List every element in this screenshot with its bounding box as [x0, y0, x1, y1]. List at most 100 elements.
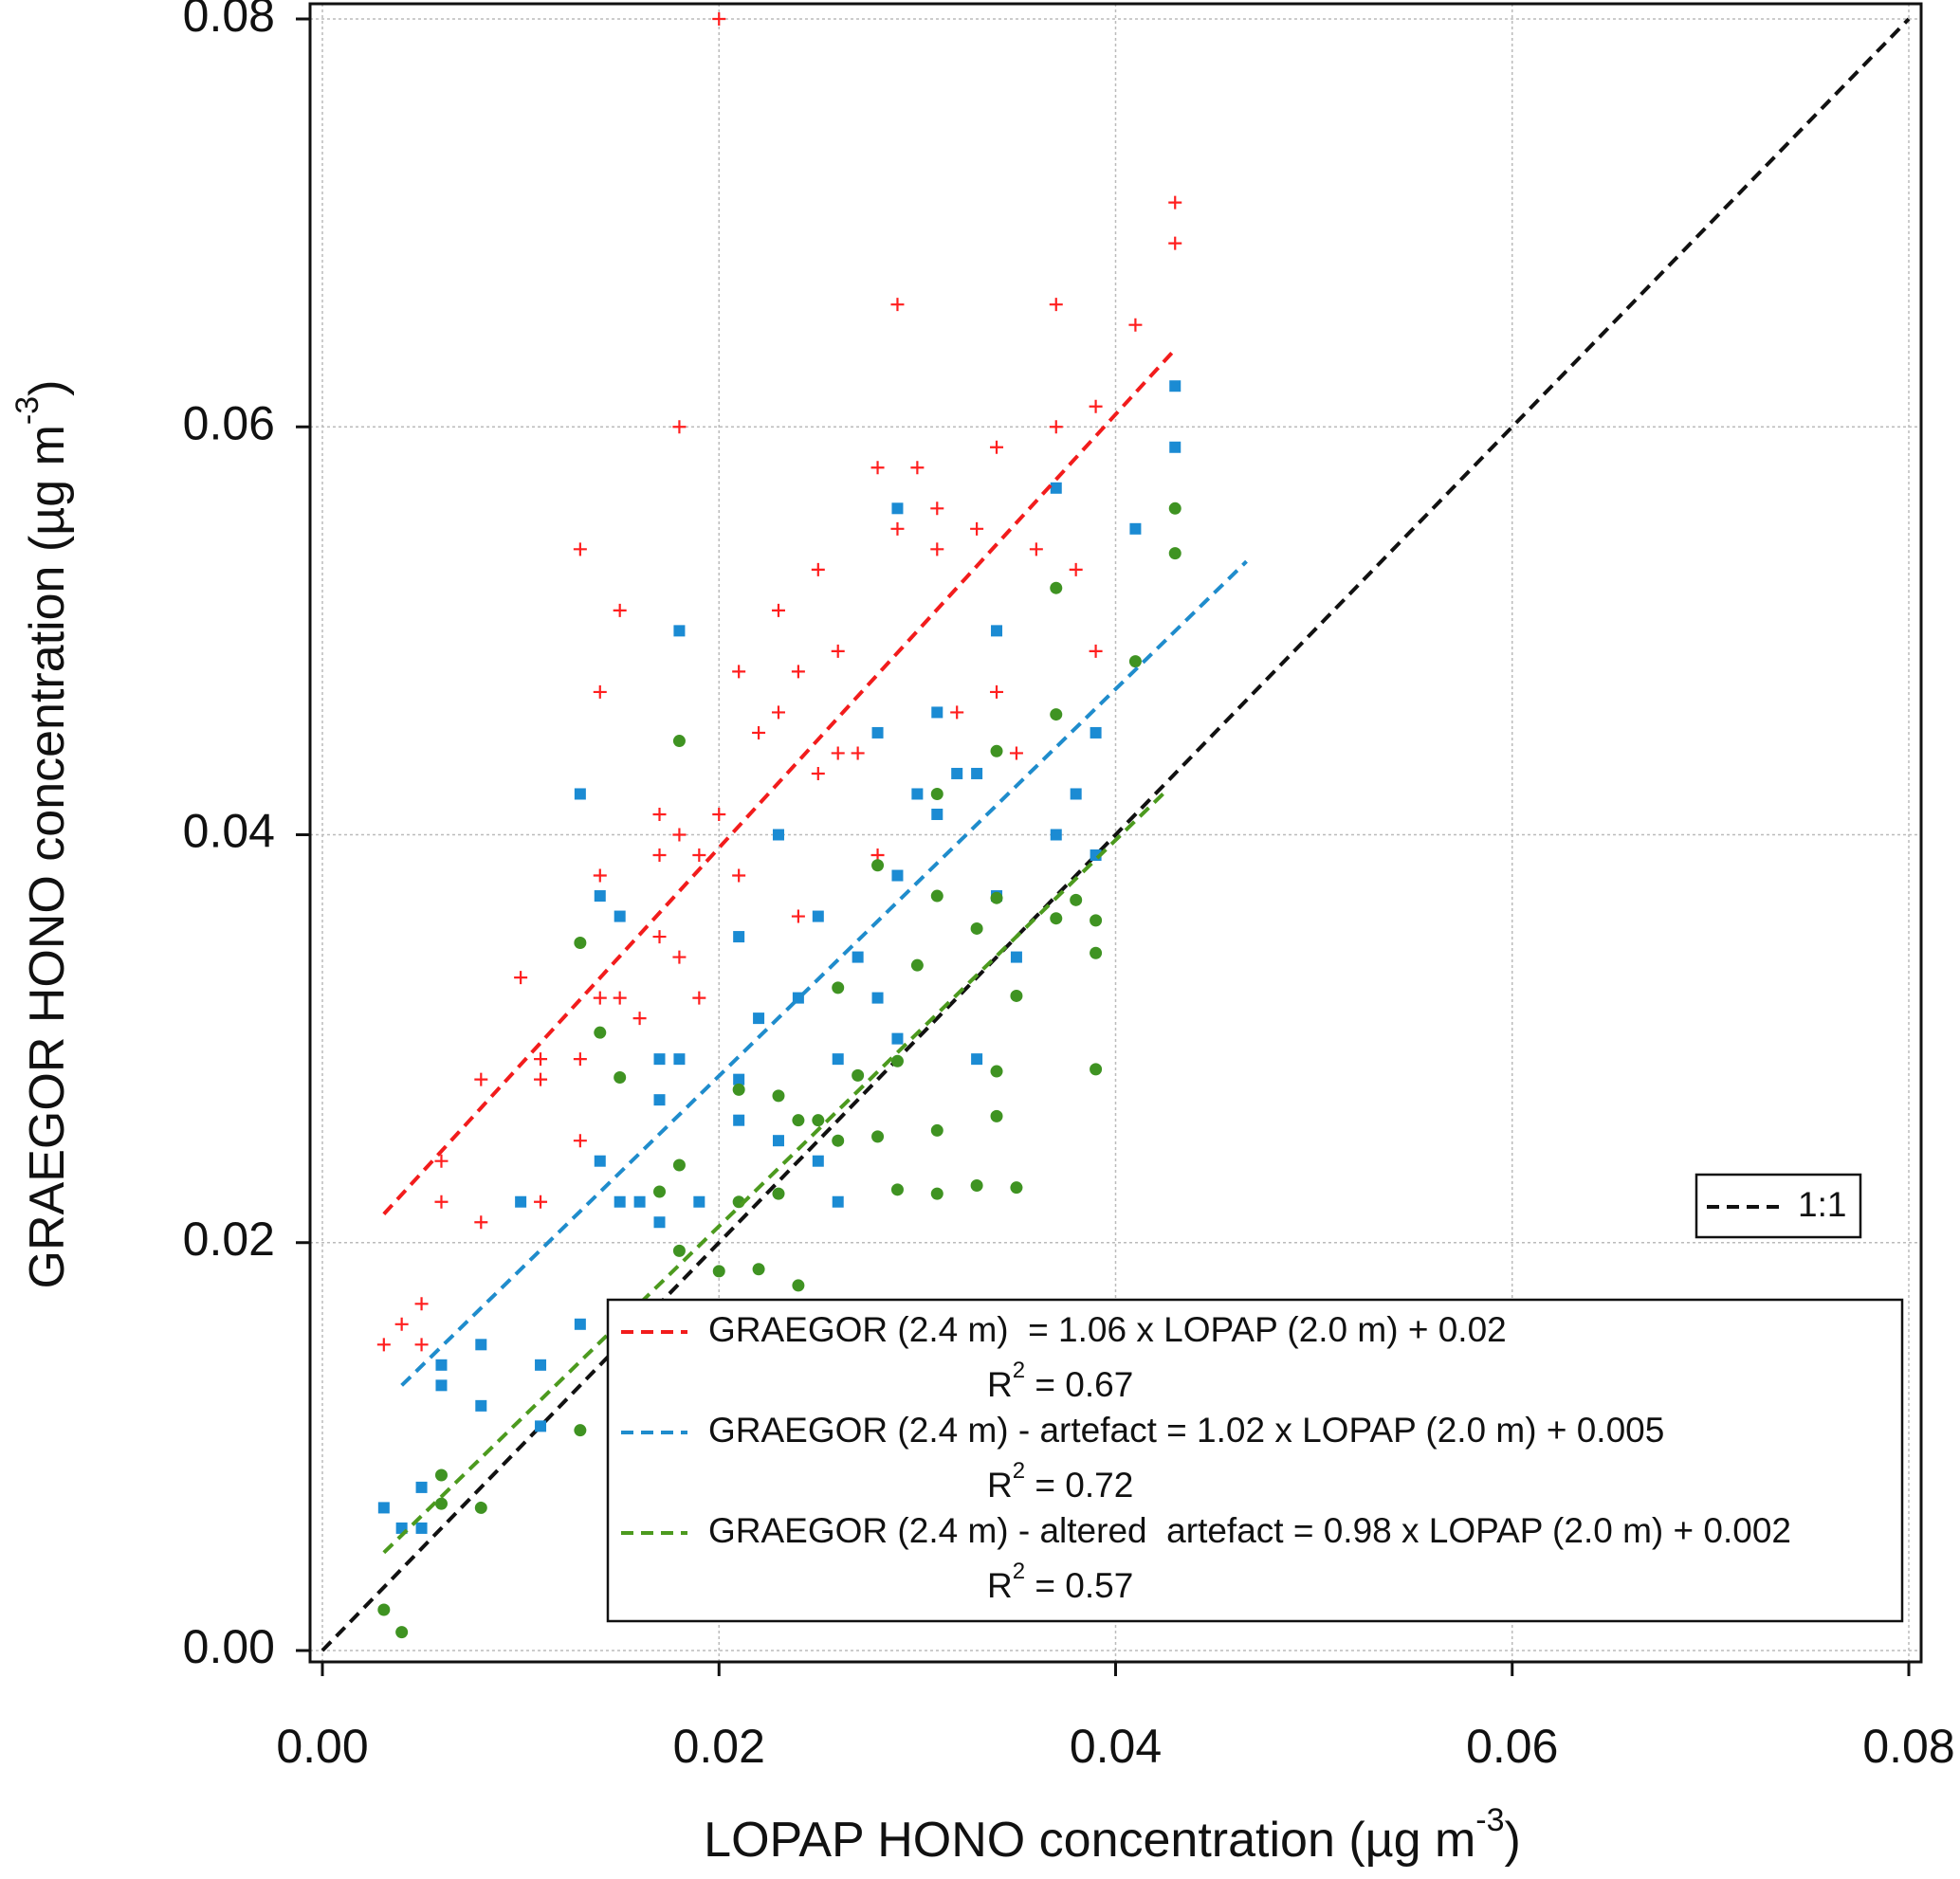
point: [970, 921, 983, 935]
point: [613, 991, 627, 1005]
point: [792, 1279, 805, 1292]
point: [791, 909, 805, 923]
point: [1129, 522, 1142, 535]
point: [395, 1626, 409, 1639]
point: [614, 1070, 627, 1084]
legend-label: 1:1: [1798, 1185, 1846, 1224]
point: [891, 1032, 904, 1045]
point: [1090, 914, 1103, 927]
point: [672, 828, 687, 842]
point: [414, 1297, 429, 1311]
point: [535, 1420, 547, 1432]
point: [1070, 893, 1083, 906]
point: [653, 1185, 667, 1198]
point: [1050, 708, 1063, 721]
point: [1168, 195, 1182, 210]
point: [753, 1012, 765, 1025]
point: [1169, 380, 1181, 392]
point: [594, 1155, 606, 1167]
point: [812, 1155, 824, 1167]
point: [1050, 482, 1062, 494]
point: [574, 937, 587, 950]
point: [852, 1068, 865, 1082]
point: [1089, 399, 1103, 413]
point: [673, 625, 686, 637]
point: [692, 991, 706, 1005]
x-axis-title-sup: -3: [1475, 1802, 1504, 1838]
point: [653, 1216, 666, 1229]
point: [672, 950, 687, 964]
x-tick-label: 0.00: [276, 1720, 368, 1773]
point: [394, 1317, 409, 1331]
point: [1010, 989, 1023, 1002]
y-axis-title-close: ): [20, 380, 75, 396]
point: [772, 829, 784, 841]
point: [990, 1109, 1003, 1122]
point: [931, 808, 943, 820]
point: [732, 868, 746, 883]
point: [1090, 726, 1102, 739]
legend-label: GRAEGOR (2.4 m) = 1.06 x LOPAP (2.0 m) +…: [708, 1310, 1507, 1349]
point: [1168, 502, 1181, 515]
point: [594, 890, 606, 903]
point: [1050, 912, 1063, 925]
point: [890, 298, 905, 312]
point: [672, 735, 686, 748]
point: [990, 744, 1003, 757]
point: [1070, 788, 1082, 800]
point: [653, 1053, 666, 1066]
point: [573, 1052, 587, 1067]
point: [435, 1359, 448, 1371]
x-tick-label: 0.02: [673, 1720, 765, 1773]
point: [515, 1195, 527, 1208]
point: [812, 910, 824, 922]
y-tick-label: 0.00: [183, 1620, 275, 1673]
point: [1128, 655, 1142, 668]
point: [891, 502, 904, 515]
y-tick-label: 0.08: [183, 0, 275, 42]
point: [672, 1244, 686, 1257]
point: [377, 1502, 390, 1514]
point: [871, 992, 884, 1004]
point: [1090, 946, 1103, 959]
point: [415, 1481, 428, 1493]
point: [910, 958, 924, 972]
point: [534, 1052, 548, 1067]
x-tick-label: 0.04: [1070, 1720, 1162, 1773]
one-to-one-line: [321, 17, 1911, 1652]
y-axis-title: GRAEGOR HONO concentration (µg m-3): [9, 380, 75, 1289]
legend: 1:1: [1694, 1173, 1862, 1239]
point: [910, 461, 925, 475]
point: [652, 930, 667, 944]
point: [475, 1399, 487, 1412]
point: [1029, 542, 1043, 556]
y-axis-title-text: GRAEGOR HONO concentration (µg m: [20, 425, 75, 1288]
point: [573, 542, 587, 556]
point: [971, 767, 983, 779]
r-squared-base: R: [987, 1365, 1013, 1404]
point: [414, 1338, 429, 1352]
r-squared-base: R: [987, 1466, 1013, 1505]
r-squared-sup: 2: [1013, 1358, 1025, 1383]
point: [1069, 562, 1083, 576]
point: [930, 889, 943, 903]
point: [831, 644, 845, 658]
point: [593, 868, 607, 883]
r-squared-sup: 2: [1013, 1559, 1025, 1584]
point: [832, 1134, 845, 1147]
point: [990, 891, 1003, 904]
x-tick-label: 0.08: [1862, 1720, 1954, 1773]
legend-label: GRAEGOR (2.4 m) - artefact = 1.02 x LOPA…: [708, 1411, 1664, 1450]
point: [811, 766, 825, 780]
point: [832, 1195, 844, 1208]
point: [772, 1089, 785, 1103]
point: [652, 807, 667, 821]
point: [871, 726, 884, 739]
point: [672, 1158, 686, 1172]
y-tick-label: 0.04: [183, 805, 275, 858]
point: [1010, 951, 1022, 963]
point: [930, 1187, 943, 1200]
x-tick-label: 0.06: [1466, 1720, 1558, 1773]
point: [692, 848, 706, 863]
point: [1128, 318, 1143, 332]
